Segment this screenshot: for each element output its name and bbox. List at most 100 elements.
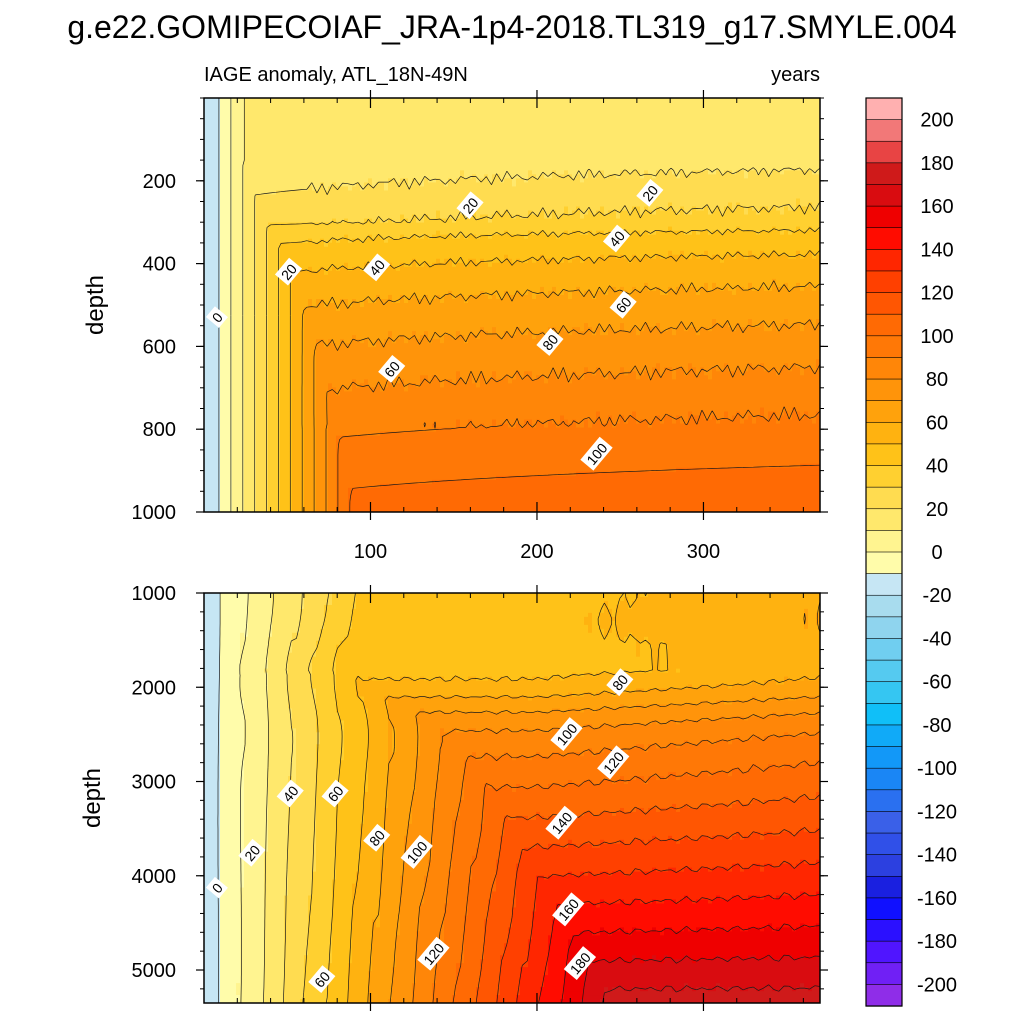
contour-fill-cell [296, 367, 301, 372]
contour-fill-cell [272, 219, 277, 224]
contour-fill-cell [272, 239, 277, 244]
contour-fill-cell [240, 219, 245, 224]
contour-fill-cell [260, 420, 265, 425]
contour-fill-cell [360, 235, 365, 240]
contour-fill-cell [336, 207, 341, 212]
contour-fill-cell [228, 150, 233, 155]
contour-fill-cell [340, 416, 345, 421]
contour-fill-cell [376, 291, 381, 296]
contour-fill-cell [324, 291, 329, 296]
contour-fill-cell [340, 432, 345, 437]
contour-fill-cell [388, 162, 393, 167]
contour-fill-cell [272, 363, 277, 368]
contour-fill-cell [208, 412, 213, 417]
contour-fill-cell [232, 134, 237, 139]
contour-fill-cell [284, 198, 289, 203]
contour-fill-cell [376, 504, 381, 509]
contour-fill-cell [324, 259, 329, 264]
contour-fill-cell [332, 271, 337, 276]
contour-fill-cell [364, 227, 369, 232]
contour-fill-cell [228, 476, 233, 481]
contour-fill-cell [360, 347, 365, 352]
contour-fill-cell [388, 122, 393, 127]
contour-fill-cell [316, 170, 321, 175]
contour-fill-cell [332, 207, 337, 212]
contour-fill-cell [284, 456, 289, 461]
contour-fill-cell [224, 428, 229, 433]
contour-fill-cell [244, 122, 249, 127]
contour-fill-cell [252, 263, 257, 268]
contour-fill-cell [336, 496, 341, 501]
contour-fill-cell [256, 480, 261, 485]
contour-fill-cell [328, 227, 333, 232]
contour-fill-cell [372, 227, 377, 232]
contour-fill-cell [376, 343, 381, 348]
contour-fill-cell [320, 492, 325, 497]
contour-fill-cell [220, 126, 225, 131]
contour-fill-cell [308, 150, 313, 155]
contour-fill-cell [232, 387, 237, 392]
contour-fill-cell [384, 468, 389, 473]
contour-fill-cell [208, 263, 213, 268]
contour-fill-cell [304, 271, 309, 276]
contour-fill-cell [308, 408, 313, 413]
contour-fill-cell [332, 102, 337, 107]
contour-fill-cell [304, 440, 309, 445]
contour-fill-cell [292, 456, 297, 461]
contour-fill-cell [268, 126, 273, 131]
top-panel: IAGE anomaly, ATL_18N-49N years 02020204… [82, 64, 828, 563]
contour-fill-cell [316, 492, 321, 497]
contour-fill-cell [396, 207, 401, 212]
contour-fill-cell [388, 424, 393, 429]
contour-fill-cell [348, 102, 353, 107]
contour-fill-cell [356, 118, 361, 123]
contour-fill-cell [220, 295, 225, 300]
contour-fill-cell [304, 130, 309, 135]
contour-fill-cell [236, 102, 241, 107]
contour-fill-cell [220, 343, 225, 348]
contour-fill-cell [236, 170, 241, 175]
contour-fill-cell [332, 118, 337, 123]
contour-fill-cell [348, 412, 353, 417]
contour-fill-cell [216, 331, 221, 336]
contour-fill-cell [360, 468, 365, 473]
contour-fill-cell [328, 428, 333, 433]
contour-fill-cell [220, 247, 225, 252]
contour-fill-cell [312, 323, 317, 328]
contour-fill-cell [264, 215, 269, 220]
contour-fill-cell [212, 343, 217, 348]
contour-fill-cell [216, 355, 221, 360]
contour-fill-cell [280, 134, 285, 139]
contour-fill-cell [228, 319, 233, 324]
contour-fill-cell [260, 150, 265, 155]
contour-fill-cell [236, 335, 241, 340]
contour-fill-cell [280, 150, 285, 155]
contour-fill-cell [384, 476, 389, 481]
contour-fill-cell [396, 150, 401, 155]
contour-fill-cell [272, 444, 277, 449]
contour-fill-cell [216, 303, 221, 308]
contour-fill-cell [244, 239, 249, 244]
contour-fill-cell [236, 444, 241, 449]
contour-fill-cell [248, 339, 253, 344]
contour-fill-cell [328, 468, 333, 473]
contour-fill-cell [260, 279, 265, 284]
contour-fill-cell [356, 424, 361, 429]
contour-fill-cell [216, 371, 221, 376]
contour-fill-cell [244, 343, 249, 348]
contour-fill-cell [316, 251, 321, 256]
contour-fill-cell [348, 126, 353, 131]
contour-fill-cell [228, 203, 233, 208]
contour-fill-cell [304, 207, 309, 212]
contour-fill-cell [260, 307, 265, 312]
contour-fill-cell [364, 391, 369, 396]
contour-fill-cell [328, 424, 333, 429]
contour-fill-cell [380, 379, 385, 384]
contour-fill-cell [292, 134, 297, 139]
contour-fill-cell [240, 118, 245, 123]
contour-fill-cell [260, 488, 265, 493]
contour-fill-cell [308, 106, 313, 111]
contour-fill-cell [220, 146, 225, 151]
contour-fill-cell [264, 102, 269, 107]
contour-fill-cell [280, 311, 285, 316]
